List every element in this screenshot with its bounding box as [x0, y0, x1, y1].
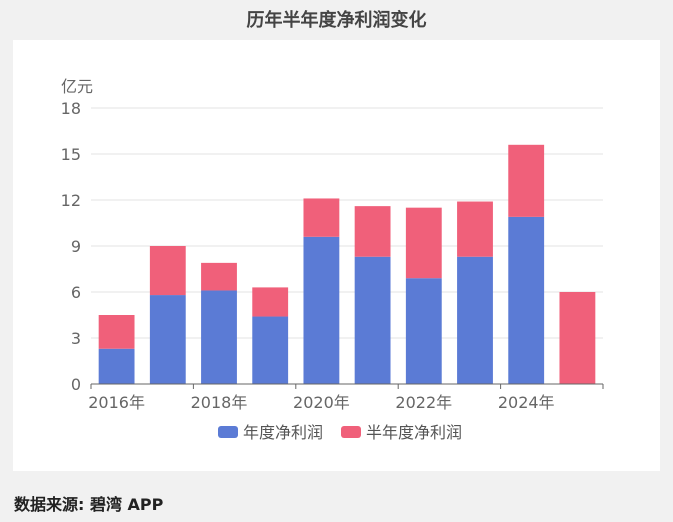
bar-half-0	[99, 315, 135, 349]
bar-annual-5	[355, 257, 391, 384]
x-tick-label: 2022年	[395, 393, 452, 412]
source-note: 数据来源: 碧湾 APP	[14, 491, 163, 515]
bar-annual-4	[303, 237, 339, 384]
bar-annual-0	[99, 349, 135, 384]
bar-half-4	[303, 198, 339, 236]
bar-half-1	[150, 246, 186, 295]
bar-half-5	[355, 206, 391, 257]
bar-half-7	[457, 202, 493, 257]
y-tick-label: 12	[61, 191, 81, 210]
y-tick-label: 6	[71, 283, 81, 302]
x-tick-label: 2016年	[88, 393, 145, 412]
bar-annual-1	[150, 295, 186, 384]
stacked-bar-chart: 0 3 6 9 12 15 18 亿元 2016年 2018年 2020年 2022年 2024年年度净…	[13, 40, 660, 471]
y-tick-label: 0	[71, 375, 81, 394]
x-tick-label: 2018年	[191, 393, 248, 412]
chart-card: 0 3 6 9 12 15 18 亿元 2016年 2018年 2020年 2022年 2024年年度净…	[13, 40, 660, 471]
bar-half-3	[252, 287, 288, 316]
x-tick-label: 2020年	[293, 393, 350, 412]
y-tick-label: 9	[71, 237, 81, 256]
y-axis-unit-label: 亿元	[61, 77, 93, 96]
bar-annual-7	[457, 257, 493, 384]
legend-swatch	[218, 426, 238, 438]
bar-half-6	[406, 208, 442, 279]
legend-label: 半年度净利润	[366, 423, 462, 442]
bar-annual-6	[406, 278, 442, 384]
bar-half-8	[508, 145, 544, 217]
bar-annual-8	[508, 217, 544, 384]
y-tick-label: 15	[61, 145, 81, 164]
x-tick-label: 2024年	[498, 393, 555, 412]
y-tick-label: 3	[71, 329, 81, 348]
y-tick-label: 18	[61, 99, 81, 118]
legend-label: 年度净利润	[243, 423, 323, 442]
bar-annual-2	[201, 290, 237, 384]
page-title: 历年半年度净利润变化	[0, 6, 673, 32]
bar-annual-3	[252, 317, 288, 384]
bar-half-9	[559, 292, 595, 384]
bar-half-2	[201, 263, 237, 291]
legend-swatch	[341, 426, 361, 438]
